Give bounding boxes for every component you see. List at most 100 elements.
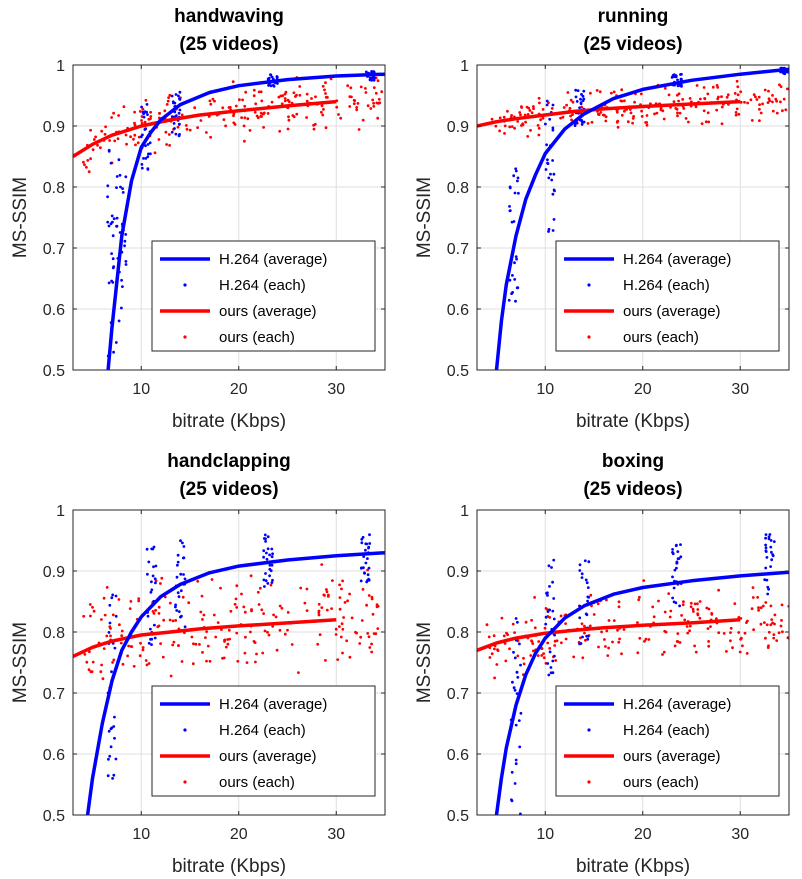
point-ours-each (163, 109, 167, 113)
point-ours-each (128, 607, 132, 610)
x-tick-label: 30 (731, 381, 749, 398)
point-h264-each (149, 627, 152, 631)
point-ours-each (693, 644, 696, 648)
legend-h264-average-label: H.264 (average) (219, 696, 327, 713)
point-ours-each (617, 600, 621, 604)
legend: H.264 (average) H.264 (each) ours (average… (151, 685, 376, 797)
point-h264-each (266, 77, 270, 81)
point-ours-each (361, 588, 365, 591)
point-ours-each (746, 101, 749, 105)
point-ours-each (759, 606, 763, 610)
point-ours-each (751, 586, 755, 589)
point-ours-each (109, 627, 112, 630)
point-ours-each (337, 113, 340, 116)
point-h264-each (181, 541, 184, 545)
point-ours-each (89, 128, 92, 132)
point-h264-each (179, 539, 182, 543)
point-ours-each (771, 94, 774, 97)
point-ours-each (147, 662, 151, 665)
point-h264-each (547, 564, 551, 568)
point-h264-each (266, 547, 270, 551)
point-ours-each (258, 586, 262, 590)
point-ours-each (580, 105, 584, 109)
point-h264-each (110, 596, 114, 600)
point-h264-each (519, 812, 522, 815)
point-ours-each (349, 86, 353, 90)
point-h264-each (675, 561, 679, 565)
point-ours-each (644, 121, 647, 124)
point-ours-each (199, 119, 203, 122)
point-ours-each (662, 117, 666, 121)
point-ours-each (205, 630, 209, 633)
point-h264-each (766, 592, 770, 596)
point-ours-each (571, 100, 575, 104)
point-h264-each (366, 557, 369, 560)
point-ours-each (324, 92, 327, 95)
point-h264-each (106, 220, 110, 224)
point-h264-each (514, 255, 518, 258)
point-h264-each (140, 163, 144, 166)
point-h264-each (109, 745, 113, 749)
point-ours-each (355, 106, 359, 109)
point-ours-each (141, 648, 145, 652)
point-ours-each (160, 576, 164, 580)
point-h264-each (275, 76, 279, 80)
point-ours-each (626, 120, 630, 124)
point-ours-each (550, 107, 554, 110)
point-h264-each (772, 540, 776, 543)
point-ours-each (607, 619, 611, 622)
panel-subtitle: (25 videos) (583, 479, 682, 500)
point-h264-each (585, 613, 589, 617)
point-ours-each (640, 109, 643, 113)
point-ours-each (767, 630, 771, 634)
point-h264-each (272, 84, 276, 88)
point-ours-each (653, 112, 656, 116)
point-ours-each (341, 651, 344, 655)
point-ours-each (345, 639, 349, 643)
point-h264-each (109, 727, 113, 731)
point-ours-each (83, 653, 87, 656)
point-h264-each (146, 143, 150, 146)
point-ours-each (136, 141, 140, 145)
point-ours-each (502, 115, 506, 119)
point-ours-each (259, 90, 263, 94)
point-ours-each (177, 644, 180, 647)
point-ours-each (707, 120, 711, 124)
point-ours-each (617, 640, 621, 644)
point-ours-each (752, 628, 755, 632)
point-ours-each (256, 590, 260, 594)
point-h264-each (178, 133, 181, 136)
point-h264-each (154, 564, 158, 568)
point-ours-each (781, 630, 784, 634)
point-ours-each (651, 605, 655, 609)
point-h264-each (111, 257, 115, 261)
point-h264-each (679, 73, 682, 76)
point-h264-each (174, 132, 178, 136)
point-ours-each (506, 109, 509, 113)
x-axis-label: bitrate (Kbps) (576, 856, 690, 877)
point-h264-each (117, 158, 121, 162)
point-h264-each (553, 654, 556, 658)
point-h264-each (587, 595, 591, 599)
point-ours-each (240, 116, 244, 119)
point-ours-each (94, 135, 97, 139)
point-ours-each (704, 120, 708, 124)
point-ours-each (257, 603, 261, 606)
point-ours-each (618, 637, 621, 641)
point-ours-each (537, 133, 541, 137)
x-tick-label: 10 (536, 381, 554, 398)
point-ours-each (320, 563, 324, 566)
point-h264-each (674, 74, 678, 78)
point-ours-each (355, 108, 359, 112)
point-h264-each (264, 572, 267, 575)
point-ours-each (380, 90, 384, 94)
point-h264-each (146, 572, 149, 576)
point-ours-each (737, 631, 741, 634)
point-ours-each (250, 609, 253, 613)
point-h264-each (768, 533, 772, 536)
curve-ours-average (477, 99, 741, 128)
point-ours-each (110, 116, 113, 119)
point-ours-each (774, 97, 778, 101)
point-ours-each (761, 604, 765, 608)
point-ours-each (611, 640, 614, 644)
